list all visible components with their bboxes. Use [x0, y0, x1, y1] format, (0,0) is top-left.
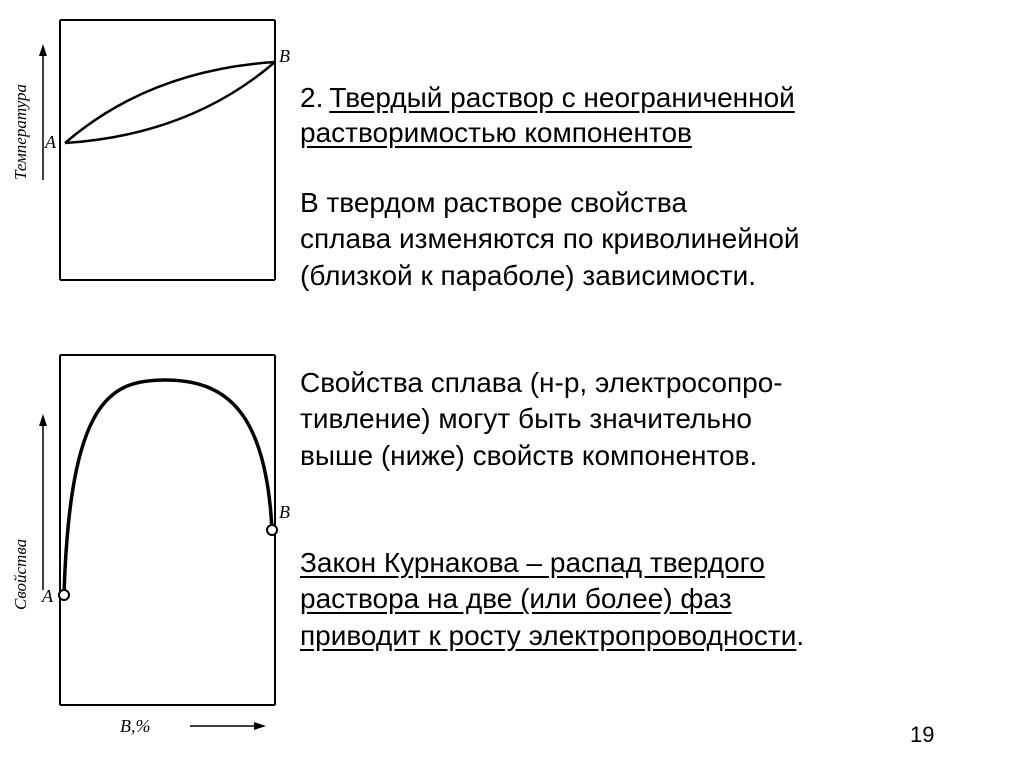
p3-l2: раствора на две (или более) фаз [300, 583, 732, 614]
title-line-2: растворимостью компонентов [300, 117, 692, 148]
p2-l1: Свойства сплава (н-р, электросопро- [300, 365, 1000, 401]
p1-l2: сплава изменяются по криволинейной [300, 221, 1000, 257]
p3-l1: Закон Курнакова – распад твердого [300, 547, 765, 578]
title-number: 2. [300, 82, 323, 113]
ylabel-properties: Свойства [11, 539, 30, 610]
paragraph-3: Закон Курнакова – распад твердого раство… [300, 545, 1000, 654]
p2-l3: выше (ниже) свойств компонентов. [300, 438, 1000, 474]
xlabel-B-percent: B,% [120, 716, 151, 736]
paragraph-1: В твердом растворе свойства сплава измен… [300, 185, 1000, 294]
marker-B [267, 525, 277, 535]
slide-page: Температура A B Свойства B,% A B 2.Тверд… [0, 0, 1024, 768]
paragraph-2: Свойства сплава (н-р, электросопро- тивл… [300, 365, 1000, 474]
section-title: 2.Твердый раствор с неограниченной раств… [300, 80, 1000, 150]
property-diagram-bottom: Свойства B,% A B [0, 0, 300, 760]
point-label-B-bottom: B [279, 502, 290, 522]
page-number: 19 [910, 722, 934, 748]
marker-A [59, 590, 69, 600]
title-line-1: Твердый раствор с неограниченной [329, 82, 794, 113]
p3-period: . [796, 620, 804, 651]
p3-l3: приводит к росту электропроводности [300, 620, 796, 651]
p2-l2: тивление) могут быть значительно [300, 401, 1000, 437]
p1-l1: В твердом растворе свойства [300, 185, 1000, 221]
p1-l3: (близкой к параболе) зависимости. [300, 258, 1000, 294]
point-label-A-bottom: A [41, 586, 54, 606]
